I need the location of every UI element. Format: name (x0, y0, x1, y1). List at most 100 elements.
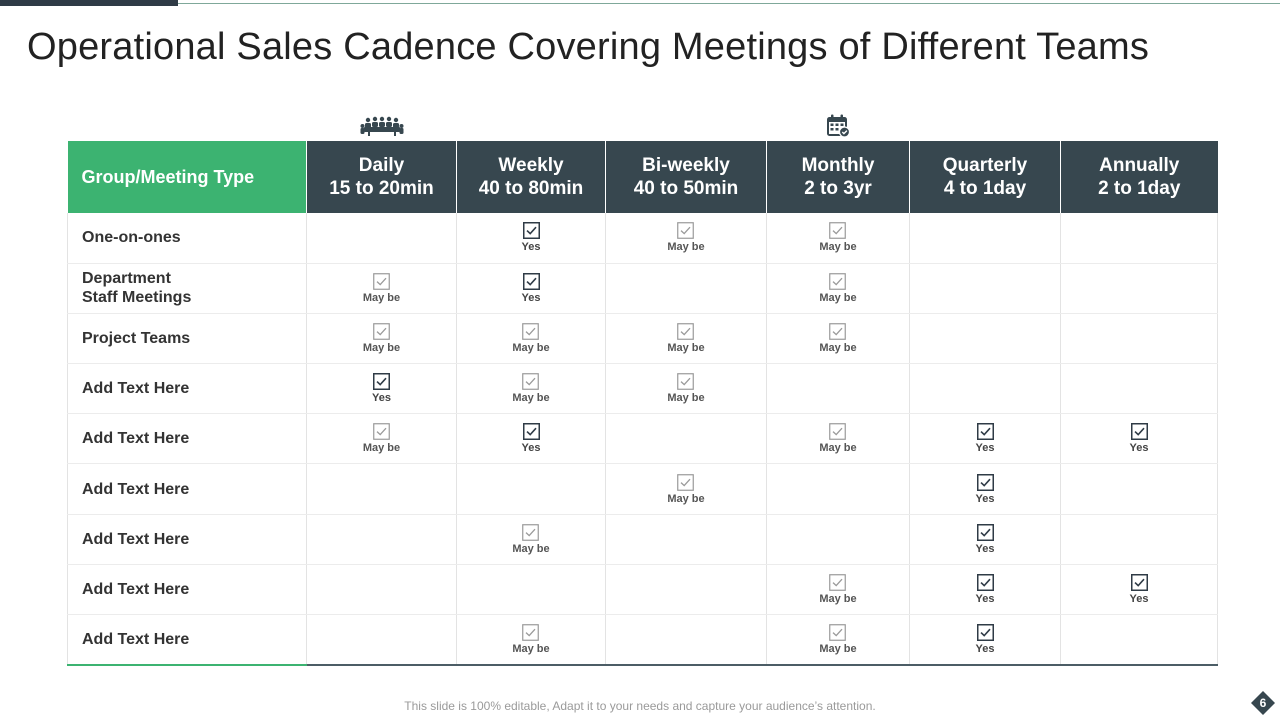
table-cell (605, 514, 767, 565)
table-cell (605, 564, 767, 616)
page-number: 6 (1259, 696, 1267, 710)
checkbox-icon (373, 272, 390, 290)
check-mark: May be (819, 272, 857, 304)
table-cell: May be (766, 413, 910, 465)
checkbox-icon (677, 473, 695, 491)
check-label: Yes (521, 241, 541, 254)
table-row: Project Teams May be May be May be May be (67, 313, 1218, 365)
table-cell: Yes (909, 514, 1061, 565)
check-mark: May be (667, 323, 705, 354)
check-mark: Yes (372, 373, 391, 404)
checkbox-icon (1130, 573, 1148, 591)
check-mark: Yes (521, 222, 541, 254)
table-cell (909, 363, 1061, 415)
column-name: Annually (1099, 155, 1180, 176)
check-mark: May be (512, 623, 550, 655)
check-label: May be (819, 241, 857, 254)
check-label: May be (819, 442, 857, 455)
column-name: Monthly (801, 155, 875, 176)
check-mark: May be (512, 323, 550, 354)
check-mark: Yes (975, 523, 995, 555)
checkbox-icon (976, 523, 994, 541)
table-row: Add Text Here May be Yes May be Yes Yes (67, 413, 1218, 465)
table-cell (1060, 614, 1218, 666)
table-cell (306, 614, 457, 666)
table-cell (1060, 514, 1218, 565)
column-header-weekly: Weekly 40 to 80min (456, 141, 606, 213)
column-duration: 2 to 1day (1098, 178, 1181, 199)
table-row: Add Text Here May be Yes (67, 463, 1218, 515)
table-header-row: Group/Meeting Type Daily 15 to 20min Week… (67, 141, 1218, 213)
checkbox-icon (522, 373, 540, 391)
checkbox-icon (522, 272, 540, 290)
table-cell (766, 463, 910, 515)
table-cell: Yes (456, 263, 606, 314)
checkbox-icon (829, 423, 847, 441)
check-mark: Yes (976, 623, 994, 655)
table-cell: May be (306, 313, 457, 365)
table-cell: May be (456, 614, 606, 666)
checkbox-icon (522, 423, 540, 441)
check-label: May be (819, 592, 857, 605)
table-cell: May be (456, 363, 606, 415)
checkbox-icon (1130, 423, 1148, 441)
checkbox-icon (829, 222, 847, 240)
table-cell: Yes (909, 564, 1061, 616)
check-label: May be (667, 392, 705, 405)
check-label: May be (362, 341, 401, 354)
check-mark: May be (363, 323, 400, 354)
check-label: May be (512, 642, 550, 655)
column-header-bi-weekly: Bi-weekly 40 to 50min (605, 141, 767, 213)
column-header-annually: Annually 2 to 1day (1060, 141, 1218, 213)
row-label: Add Text Here (67, 614, 307, 666)
checkbox-icon (373, 323, 390, 340)
table-cell: Yes (456, 213, 606, 264)
table-cell (456, 564, 606, 616)
check-label: Yes (372, 392, 391, 405)
checkbox-icon (677, 373, 695, 391)
column-name: Quarterly (942, 155, 1028, 176)
checkbox-icon (522, 323, 540, 340)
table-cell (1060, 263, 1218, 314)
check-mark: Yes (976, 423, 994, 454)
table-cell (456, 463, 606, 515)
check-label: May be (512, 542, 550, 555)
check-label: May be (362, 291, 401, 304)
checkbox-icon (829, 574, 847, 591)
check-mark: Yes (1130, 423, 1148, 454)
table-cell (306, 463, 457, 515)
table-cell (1060, 463, 1218, 515)
table-cell: May be (456, 313, 606, 365)
table-cell: Yes (456, 413, 606, 465)
column-name: Daily (358, 155, 405, 176)
checkbox-icon (829, 272, 847, 290)
check-label: Yes (521, 442, 541, 455)
check-label: Yes (975, 492, 995, 505)
table-cell (1060, 213, 1218, 264)
check-label: Yes (975, 542, 995, 555)
column-duration: 4 to 1day (943, 178, 1027, 199)
table-cell: May be (766, 313, 910, 365)
column-header-quarterly: Quarterly 4 to 1day (909, 141, 1061, 213)
column-duration: 40 to 80min (478, 178, 584, 199)
table-cell: May be (605, 213, 767, 264)
table-cell (909, 313, 1061, 365)
column-duration: 15 to 20min (329, 178, 434, 199)
row-label: Add Text Here (67, 564, 307, 616)
checkbox-icon (522, 523, 540, 541)
table-cell (766, 363, 910, 415)
checkbox-icon (976, 473, 994, 491)
table-cell: May be (766, 263, 910, 314)
footer-note: This slide is 100% editable, Adapt it to… (404, 699, 876, 713)
table-row: Add Text Here Yes May be May be (67, 363, 1218, 415)
checkbox-icon (677, 222, 695, 240)
table-cell (605, 614, 767, 666)
row-label: One-on-ones (67, 213, 307, 264)
check-mark: May be (667, 473, 705, 505)
meeting-cadence-table: Group/Meeting Type Daily 15 to 20min Week… (67, 141, 1218, 666)
row-label: Project Teams (67, 313, 307, 365)
table-row: Department Staff Meetings May be Yes May be (67, 263, 1218, 314)
checkbox-icon (976, 573, 994, 591)
table-row: One-on-ones Yes May be May be (67, 213, 1218, 264)
table-cell: Yes (1060, 564, 1218, 616)
